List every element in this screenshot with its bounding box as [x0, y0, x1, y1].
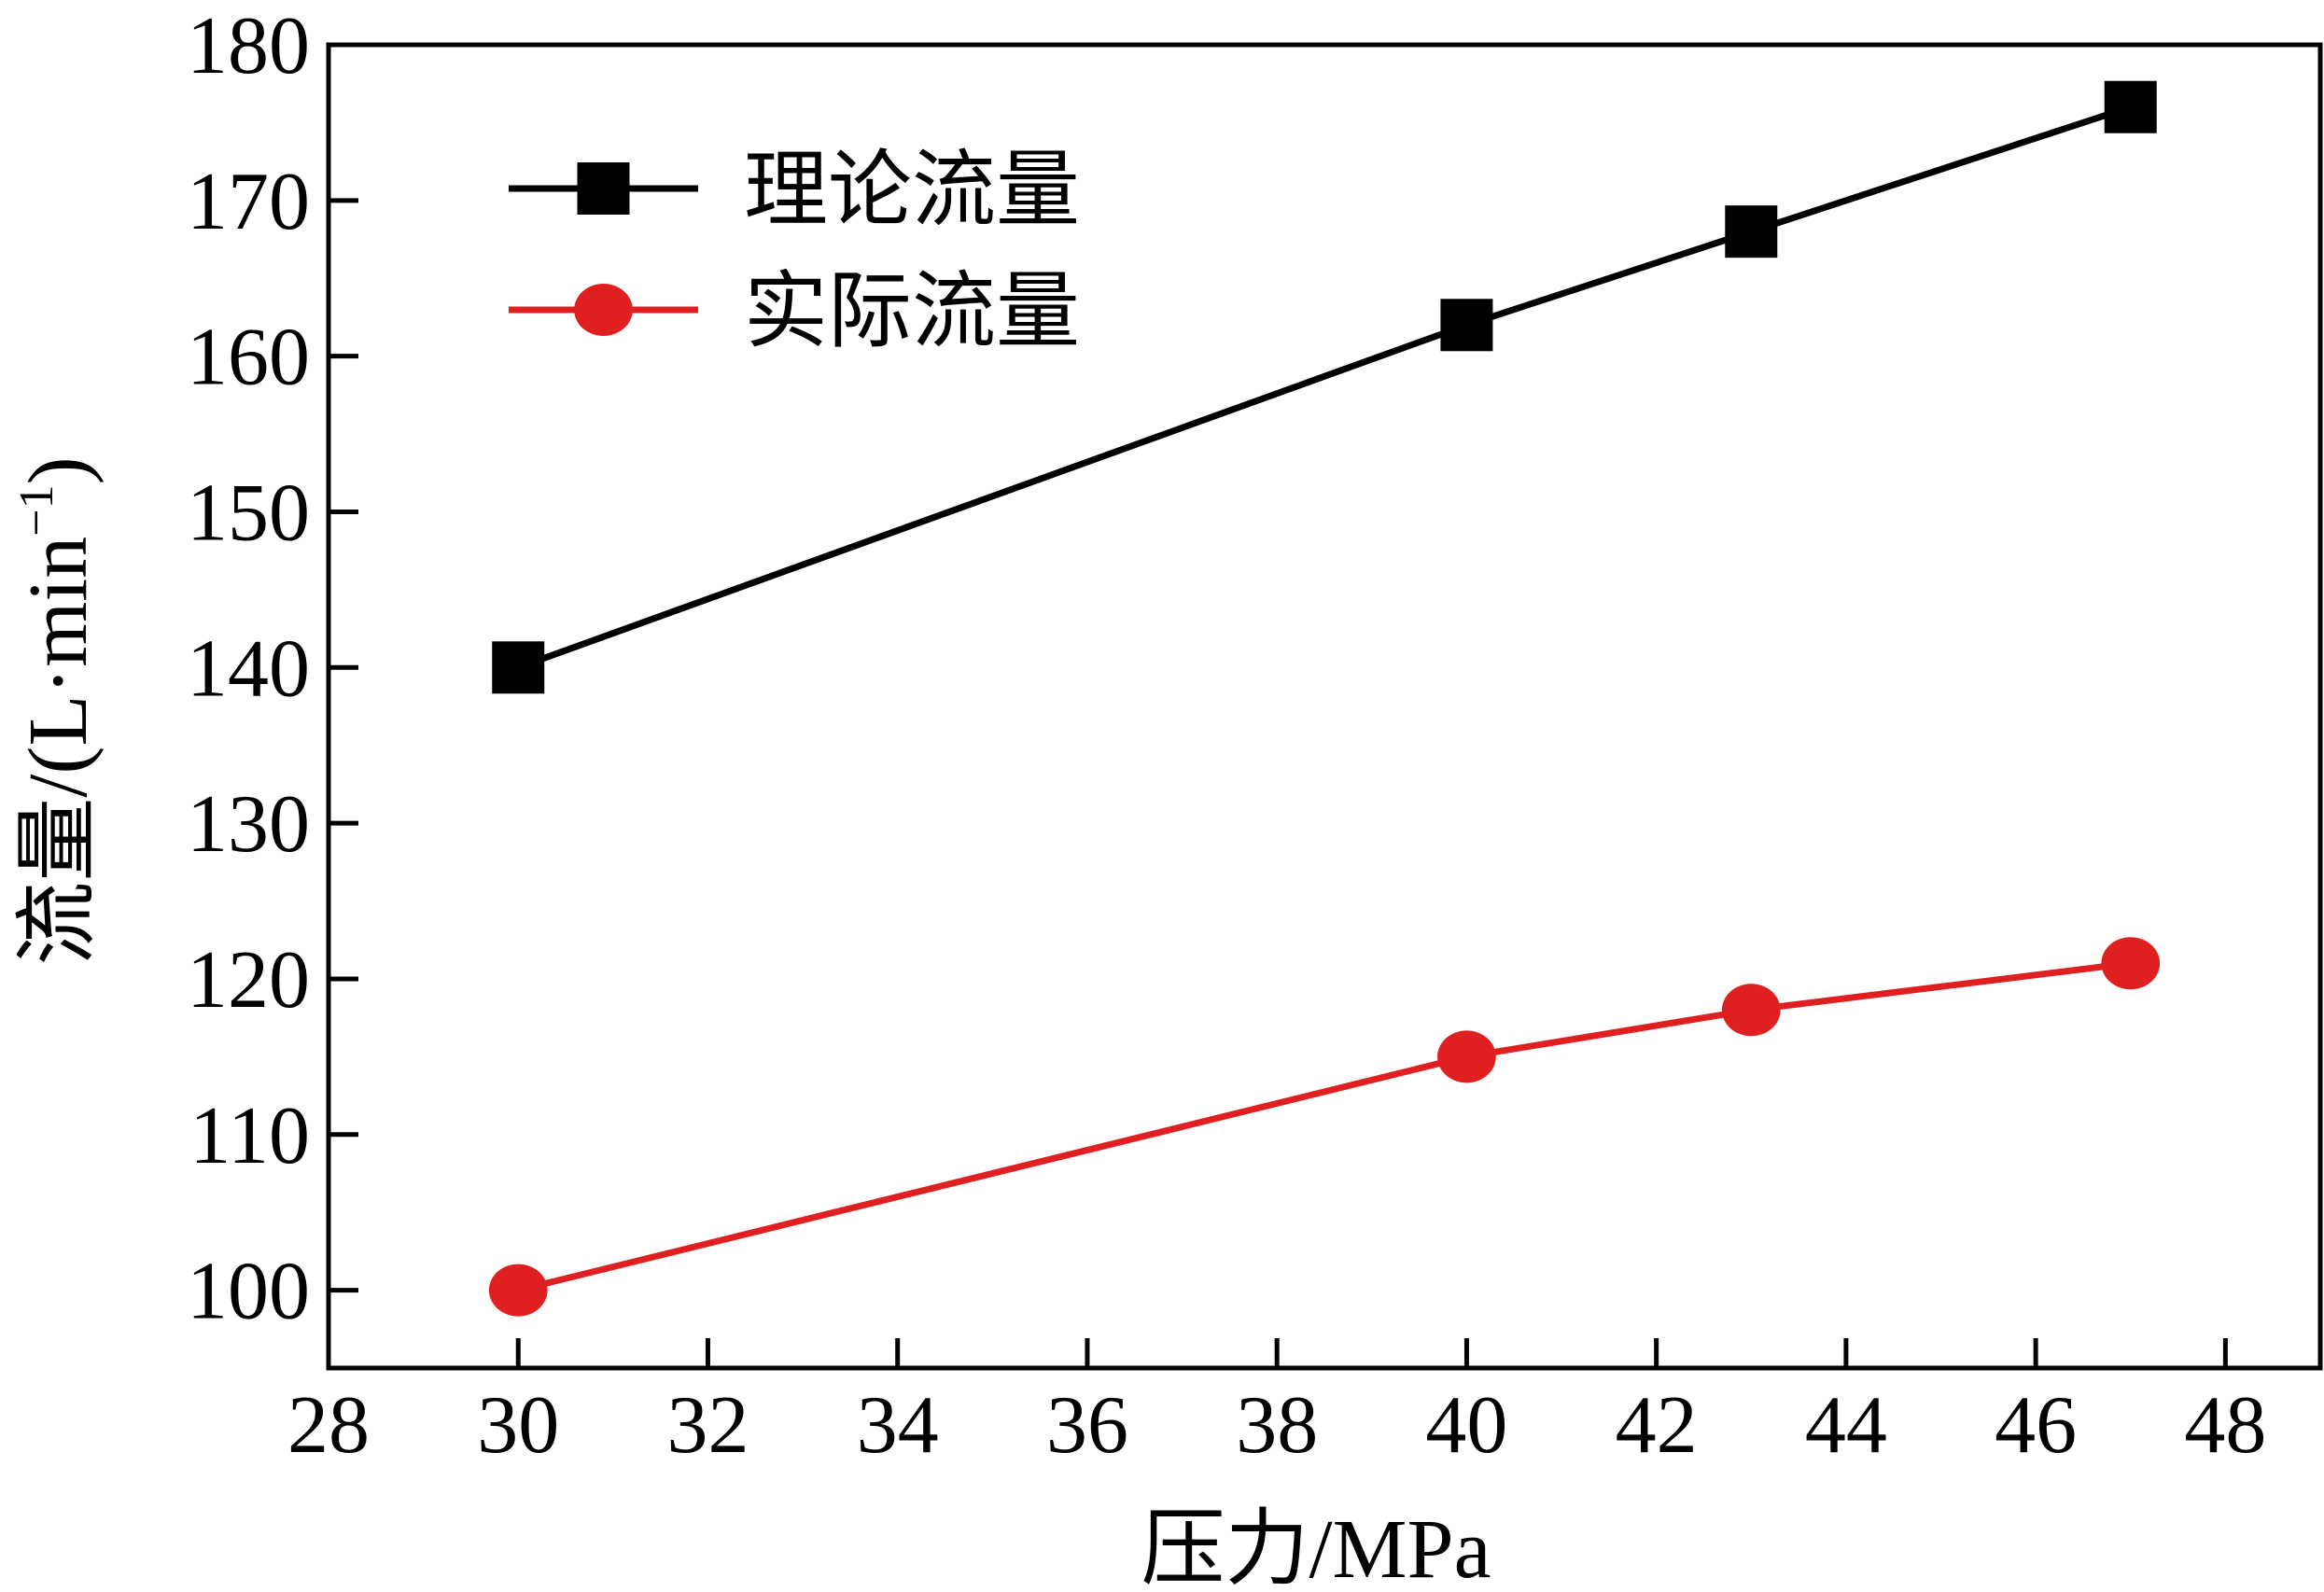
legend-marker-0 — [577, 162, 630, 215]
data-point-0 — [1725, 205, 1778, 258]
y-tick-label: 120 — [187, 935, 310, 1026]
legend-label-1: 实际流量 — [744, 266, 1080, 358]
y-axis-title-main: 流量/(L·min — [12, 537, 105, 966]
series-layer — [488, 80, 2161, 1317]
ticks-layer: 28 30 32 34 36 38 40 42 44 46 48 100 110 120 130 140 150… — [187, 1, 2266, 1471]
x-tick-label: 40 — [1425, 1380, 1507, 1471]
x-axis-title: 压力/MPa — [1141, 1503, 1491, 1592]
data-point-0 — [492, 641, 545, 694]
y-tick-label: 180 — [187, 1, 310, 91]
x-tick-label: 48 — [2184, 1380, 2266, 1471]
x-tick-label: 30 — [477, 1380, 559, 1471]
y-tick-label: 110 — [189, 1091, 310, 1181]
y-axis-title: 流量/(L·min−1) — [10, 456, 105, 965]
x-tick-label: 38 — [1236, 1380, 1318, 1471]
data-point-1 — [1721, 984, 1781, 1037]
legend-marker-1 — [574, 284, 633, 336]
legend-label-0: 理论流量 — [744, 145, 1080, 237]
y-tick-label: 170 — [187, 157, 310, 247]
series-line-0 — [517, 104, 2132, 671]
x-tick-label: 28 — [287, 1380, 370, 1471]
x-tick-label: 44 — [1805, 1380, 1887, 1471]
data-point-1 — [2101, 937, 2161, 990]
y-tick-label: 130 — [187, 779, 310, 870]
plot-frame — [326, 42, 2323, 1371]
x-tick-label: 42 — [1616, 1380, 1698, 1471]
x-tick-label: 36 — [1046, 1380, 1128, 1471]
data-point-1 — [1437, 1030, 1496, 1083]
x-tick-label: 46 — [1995, 1380, 2077, 1471]
series-line-1 — [517, 959, 2132, 1293]
y-tick-label: 140 — [187, 623, 310, 714]
y-axis-title-superscript: −1 — [10, 484, 63, 536]
y-tick-label: 160 — [187, 313, 310, 403]
x-tick-label: 32 — [666, 1380, 749, 1471]
data-point-0 — [2104, 80, 2157, 133]
y-tick-label: 150 — [187, 468, 310, 558]
x-tick-label: 34 — [857, 1380, 939, 1471]
data-point-0 — [1440, 299, 1493, 352]
y-axis-title-close: ) — [12, 456, 105, 484]
data-point-1 — [488, 1264, 548, 1317]
y-tick-label: 100 — [187, 1247, 310, 1337]
